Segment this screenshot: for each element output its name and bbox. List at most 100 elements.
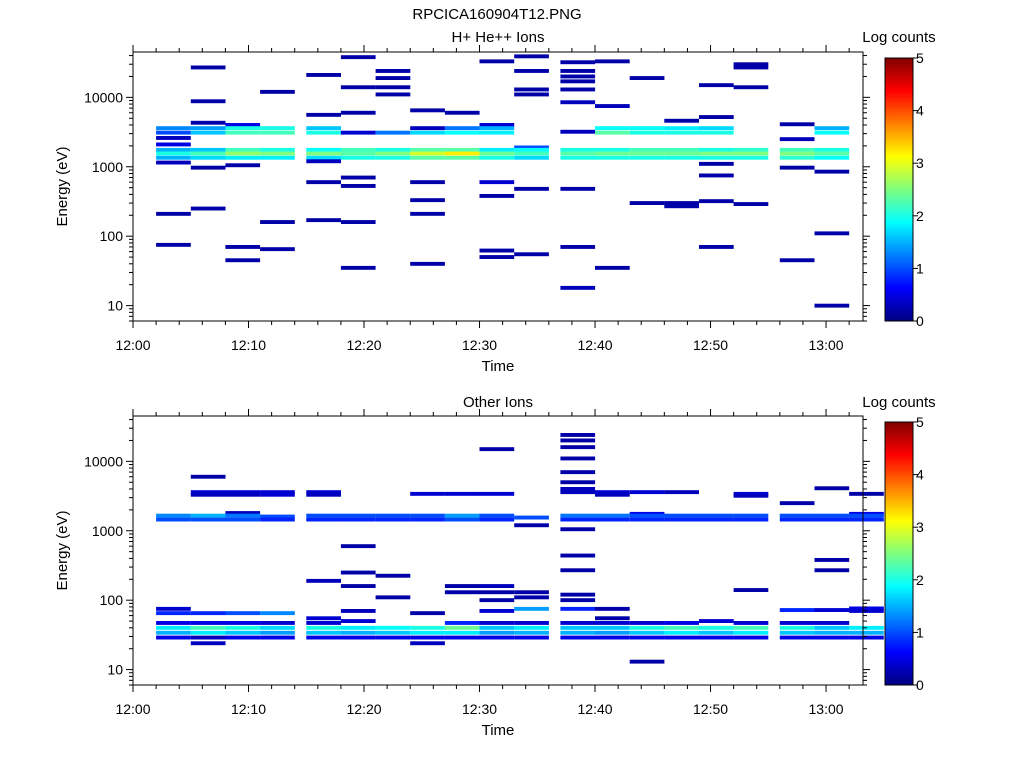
heatmap-cell	[733, 85, 769, 90]
heatmap-cell	[340, 147, 376, 152]
y-axis: 10 100 1000 10000	[84, 419, 870, 686]
heatmap-cell	[814, 635, 850, 640]
heatmap-cell	[410, 491, 445, 496]
y-tick-label: 10000	[84, 89, 123, 105]
heatmap-cell	[595, 104, 630, 108]
heatmap-cell	[444, 630, 480, 635]
heatmap-cell	[156, 611, 191, 616]
heatmap-cell	[779, 122, 815, 127]
heatmap-cell	[664, 118, 699, 123]
heatmap-cell	[560, 285, 596, 290]
heatmap-cell	[306, 621, 341, 625]
heatmap-cell	[595, 616, 630, 621]
x-tick-label: 12:10	[231, 701, 266, 717]
heatmap-cell	[514, 523, 549, 528]
heatmap-cell	[779, 625, 815, 630]
heatmap-cell	[699, 147, 734, 152]
heatmap-cell	[779, 501, 815, 506]
heatmap-cell	[779, 621, 815, 625]
heatmap-cell	[664, 635, 699, 640]
colorbar-tick-label: 3	[916, 519, 924, 535]
heatmap-cell	[156, 517, 191, 522]
heatmap-cell	[479, 155, 515, 160]
heatmap-cell	[479, 147, 515, 152]
heatmap-cell	[375, 85, 411, 90]
heatmap-cell	[699, 173, 734, 178]
heatmap-cell	[699, 517, 734, 522]
heatmap-cell	[225, 258, 261, 263]
heatmap-cell	[190, 635, 226, 640]
heatmap-cell	[340, 151, 376, 156]
heatmap-cell	[375, 130, 411, 135]
plot-frame	[132, 51, 864, 322]
heatmap-cell	[849, 635, 884, 640]
heatmap-cell	[260, 490, 295, 495]
heatmap-cell	[156, 160, 191, 165]
heatmap-cell	[156, 630, 191, 635]
y-tick-label: 10	[107, 662, 123, 678]
heatmap-cell	[814, 517, 850, 522]
heatmap-cell	[514, 515, 549, 520]
heatmap-cell	[190, 641, 226, 646]
heatmap-cell	[260, 517, 295, 522]
heatmap-cell	[375, 513, 411, 518]
heatmap-cell	[260, 126, 295, 131]
heatmap-cell	[190, 165, 226, 170]
heatmap-cell	[340, 619, 376, 623]
heatmap-cell	[225, 635, 261, 640]
heatmap-cell	[514, 252, 549, 257]
heatmap-cell	[340, 184, 376, 188]
heatmap-cell	[733, 155, 769, 160]
heatmap-cell	[733, 493, 769, 498]
heatmap-cell	[340, 220, 376, 224]
heatmap-cell	[814, 625, 850, 630]
heatmap-cell	[733, 513, 769, 518]
heatmap-cell	[779, 147, 815, 152]
heatmap-cell	[595, 147, 630, 152]
heatmap-cell	[340, 630, 376, 635]
heatmap-cell	[190, 120, 226, 125]
heatmap-cell	[225, 147, 261, 152]
heatmap-cell	[814, 621, 850, 625]
heatmap-cell	[560, 100, 596, 105]
y-tick-label: 100	[100, 228, 124, 244]
x-tick-label: 12:20	[346, 337, 381, 353]
heatmap-cell	[664, 204, 699, 209]
heatmap-cell	[306, 180, 341, 185]
heatmap-cell	[595, 517, 630, 522]
heatmap-cell	[814, 169, 850, 174]
heatmap-cell	[779, 608, 815, 612]
heatmap-cell	[190, 130, 226, 135]
heatmap-cell	[814, 151, 850, 156]
heatmap-cell	[560, 568, 596, 573]
heatmap-cell	[410, 630, 445, 635]
heatmap-cell	[595, 490, 630, 495]
heatmap-cell	[699, 630, 734, 635]
heatmap-cell	[306, 517, 341, 522]
heatmap-cell	[814, 303, 850, 308]
heatmap-cell	[444, 590, 480, 595]
x-axis: 12:00 12:10 12:20 12:30 12:40 12:50 13:00	[115, 45, 850, 353]
heatmap-cell	[479, 598, 515, 603]
heatmap-cell	[595, 126, 630, 131]
heatmap-cell	[814, 630, 850, 635]
heatmap-cell	[444, 126, 480, 131]
heatmap-cell	[560, 60, 596, 65]
heatmap-cell	[444, 110, 480, 115]
heatmap-cell	[699, 115, 734, 119]
heatmap-cell	[629, 621, 665, 625]
heatmap-cell	[629, 201, 665, 205]
heatmap-cell	[514, 145, 549, 150]
heatmap-cell	[629, 155, 665, 160]
heatmap-cell	[595, 492, 630, 497]
heatmap-cell	[779, 151, 815, 156]
colorbar-label: Log counts	[862, 394, 935, 411]
heatmap-cell	[514, 54, 549, 59]
heatmap-cell	[225, 625, 261, 630]
heatmap-cell	[560, 74, 596, 79]
heatmap-cell	[260, 635, 295, 640]
heatmap-cell	[190, 147, 226, 152]
heatmap-cell	[225, 163, 261, 168]
heatmap-cell	[629, 659, 665, 664]
